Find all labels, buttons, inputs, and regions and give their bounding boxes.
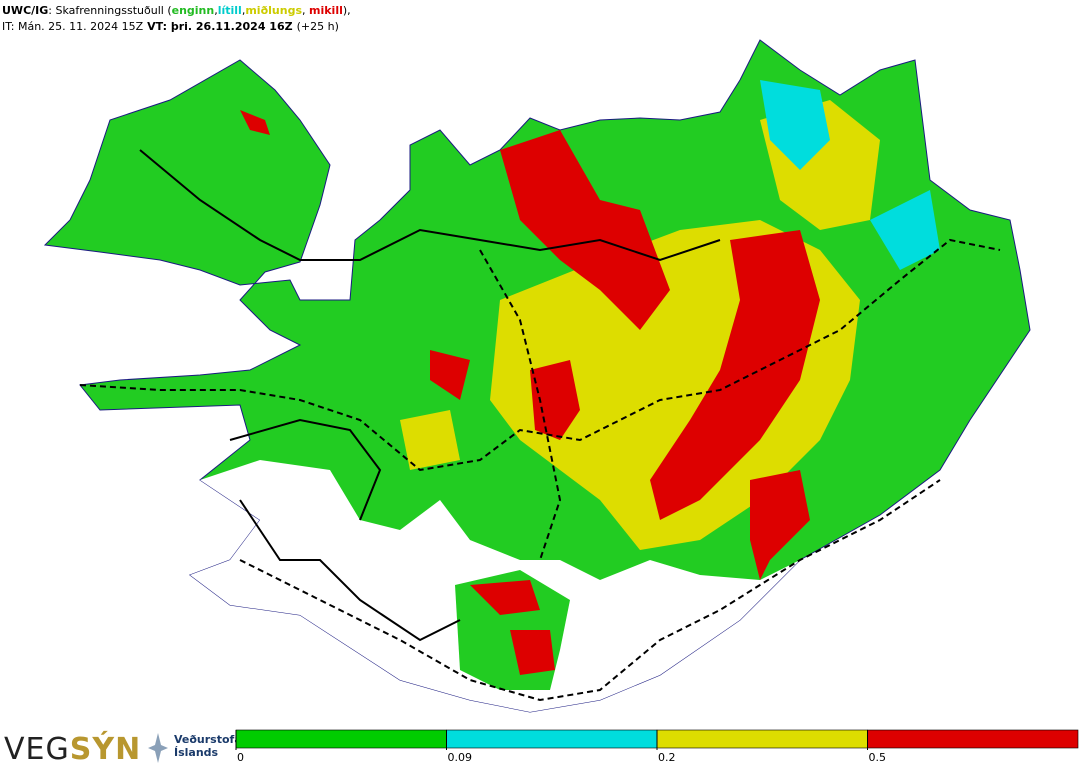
organization: Veðurstofa Íslands — [174, 733, 242, 759]
header-text: ), — [342, 4, 351, 17]
header-text: , — [302, 4, 309, 17]
header-text: miðlungs — [245, 4, 302, 17]
header-text: lítill — [217, 4, 242, 17]
header-text: VT: þri. 26.11.2024 16Z — [147, 20, 293, 33]
colorbar-label: 0.5 — [869, 751, 887, 764]
colorbar-label: 0.2 — [658, 751, 676, 764]
org-line-2: Íslands — [174, 746, 219, 759]
header-text: , — [214, 4, 218, 17]
header-text: enginn — [171, 4, 215, 17]
logo-left: VEG — [4, 732, 70, 767]
roads — [79, 149, 1001, 702]
header-text: IT: Mán. 25. 11. 2024 15Z — [2, 20, 144, 33]
logo-icon — [148, 733, 168, 763]
header-text: (+25 h) — [296, 20, 339, 33]
logo: VEGSÝN — [4, 732, 141, 767]
header-text: : Skafrenningsstuðull ( — [48, 4, 172, 17]
header-text: , — [241, 4, 246, 17]
land — [43, 39, 1031, 713]
logo-right: SÝN — [69, 732, 142, 767]
colorbar-segment — [656, 729, 868, 749]
header-text: UWC/IG — [2, 4, 49, 17]
colorbar-segment — [867, 729, 1079, 749]
colorbar-segment — [235, 729, 447, 749]
colorbar-segment — [446, 729, 658, 749]
colorbar: 0 0.09 0.2 0.5 — [235, 729, 1079, 764]
org-line-1: Veðurstofa — [174, 733, 242, 746]
header-text: mikill — [309, 4, 343, 17]
colorbar-label: 0 — [237, 751, 244, 764]
header-line-1: UWC/IG: Skafrenningsstuðull (enginn,líti… — [2, 3, 351, 19]
header: UWC/IG: Skafrenningsstuðull (enginn,líti… — [2, 3, 351, 35]
colorbar-label: 0.09 — [448, 751, 473, 764]
header-line-2: IT: Mán. 25. 11. 2024 15Z VT: þri. 26.11.… — [2, 19, 351, 35]
